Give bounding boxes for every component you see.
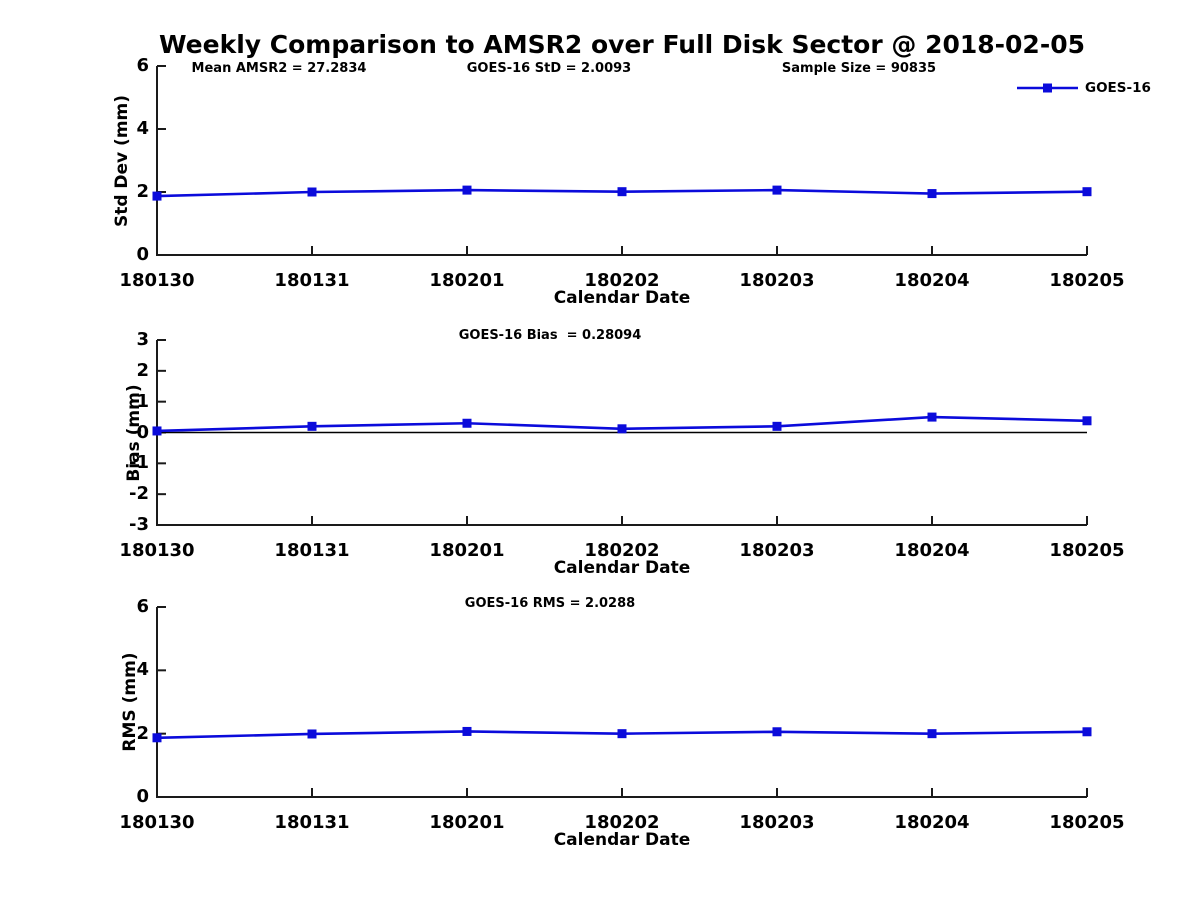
- std-dev-chart-xtick-label: 180203: [739, 270, 815, 291]
- rms-chart-ytick-label: 6: [136, 596, 149, 617]
- bias-chart-ytick-label: 2: [136, 359, 149, 381]
- bias-chart-ytick-label: 0: [136, 421, 149, 443]
- rms-chart-xtick-label: 180201: [429, 812, 505, 833]
- std-dev-chart-ylabel: Std Dev (mm): [112, 94, 132, 227]
- std-dev-chart-data-point-marker: [462, 185, 472, 195]
- bias-chart-ytick-label: 1: [136, 390, 149, 412]
- std-dev-chart-ytick-label: 4: [136, 118, 149, 139]
- bias-chart-ytick-label: -2: [129, 483, 149, 505]
- rms-chart-data-point-marker: [772, 727, 782, 737]
- rms-chart-annotation: GOES-16 RMS = 2.0288: [464, 596, 636, 611]
- bias-chart-data-point-marker: [617, 424, 627, 434]
- rms-chart-xtick-label: 180203: [739, 812, 815, 833]
- std-dev-chart-xtick-label: 180205: [1049, 270, 1125, 291]
- bias-chart-annotation: GOES-16 Bias = 0.28094: [458, 328, 642, 343]
- rms-chart-xtick-label: 180205: [1049, 812, 1125, 833]
- bias-chart-ylabel: Bias (mm): [124, 383, 144, 482]
- bias-chart-xtick-label: 180205: [1049, 540, 1125, 561]
- rms-chart-xlabel: Calendar Date: [553, 830, 691, 850]
- std-dev-chart-xlabel: Calendar Date: [553, 288, 691, 308]
- rms-chart-ytick-label: 4: [136, 659, 149, 681]
- rms-chart-ylabel: RMS (mm): [120, 652, 140, 752]
- bias-chart-xtick-label: 180204: [894, 540, 970, 561]
- bias-chart-xtick-label: 180131: [274, 540, 350, 561]
- rms-chart-ytick-label: 0: [136, 786, 149, 807]
- rms-chart-data-point-marker: [927, 729, 937, 739]
- bias-chart-data-point-marker: [1082, 416, 1092, 426]
- bias-chart-xtick-label: 180202: [584, 540, 660, 561]
- bias-chart-xtick-label: 180201: [429, 540, 505, 561]
- std-dev-chart-xtick-label: 180204: [894, 270, 970, 291]
- rms-chart-data-point-marker: [1082, 727, 1092, 737]
- std-dev-chart-ytick-label: 2: [136, 181, 149, 202]
- rms-chart-data-point-marker: [307, 729, 317, 739]
- rms-chart-xtick-label: 180131: [274, 812, 350, 833]
- rms-chart-data-point-marker: [152, 733, 162, 743]
- std-dev-chart-xtick-label: 180201: [429, 270, 505, 291]
- rms-chart-data-point-marker: [462, 726, 472, 736]
- bias-chart-ytick-label: -3: [129, 514, 149, 535]
- std-dev-chart-xtick-label: 180130: [119, 270, 195, 291]
- std-dev-chart-annotation: GOES-16 StD = 2.0093: [466, 61, 632, 76]
- legend-marker: [1043, 83, 1052, 93]
- bias-chart-xtick-label: 180203: [739, 540, 815, 561]
- std-dev-chart-ytick-label: 0: [136, 244, 149, 265]
- std-dev-chart-data-point-marker: [1082, 187, 1092, 197]
- bias-chart-data-point-marker: [772, 421, 782, 431]
- bias-chart-data-point-marker: [462, 418, 472, 428]
- std-dev-chart-data-point-marker: [617, 187, 627, 197]
- std-dev-chart-xtick-label: 180131: [274, 270, 350, 291]
- std-dev-chart-data-point-marker: [152, 191, 162, 201]
- legend-label: GOES-16: [1085, 80, 1151, 96]
- std-dev-chart-data-point-marker: [927, 189, 937, 199]
- rms-chart-xtick-label: 180202: [584, 812, 660, 833]
- std-dev-chart-data-point-marker: [772, 185, 782, 195]
- bias-chart-xtick-label: 180130: [119, 540, 195, 561]
- std-dev-chart-annotation: Mean AMSR2 = 27.2834: [191, 61, 367, 76]
- bias-chart-ytick-label: -1: [129, 452, 149, 474]
- std-dev-chart-data-point-marker: [307, 187, 317, 197]
- bias-chart-data-point-marker: [927, 412, 937, 422]
- std-dev-chart-annotation: Sample Size = 90835: [781, 61, 937, 76]
- bias-chart-ytick-label: 3: [136, 329, 149, 350]
- bias-chart-data-point-marker: [307, 421, 317, 431]
- rms-chart-data-point-marker: [617, 729, 627, 739]
- figure-title: Weekly Comparison to AMSR2 over Full Dis…: [158, 30, 1085, 59]
- bias-chart-xlabel: Calendar Date: [553, 558, 691, 578]
- std-dev-chart-xtick-label: 180202: [584, 270, 660, 291]
- rms-chart-ytick-label: 2: [136, 722, 149, 744]
- bias-chart-data-point-marker: [152, 426, 162, 436]
- rms-chart-xtick-label: 180130: [119, 812, 195, 833]
- std-dev-chart-ytick-label: 6: [136, 55, 149, 76]
- rms-chart-xtick-label: 180204: [894, 812, 970, 833]
